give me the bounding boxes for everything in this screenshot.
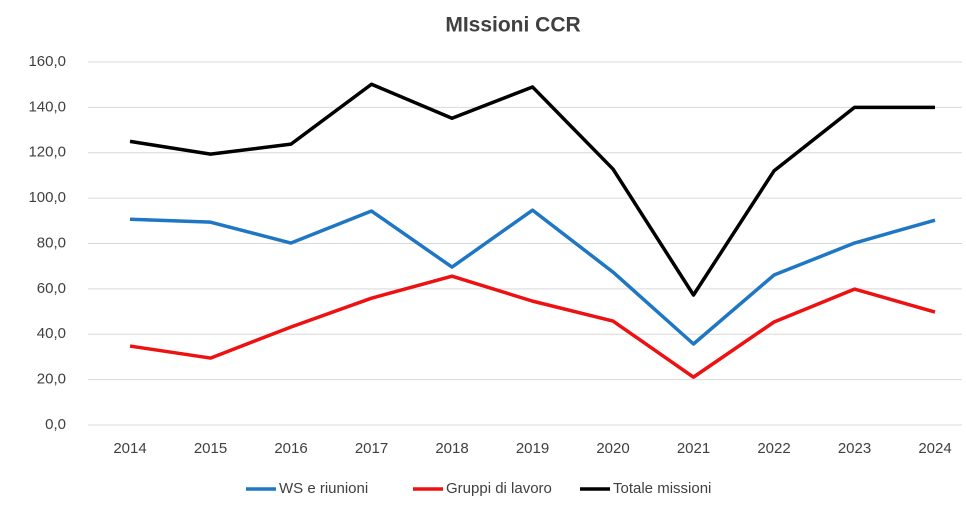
legend-label: WS e riunioni: [279, 480, 368, 497]
x-tick-label: 2022: [757, 440, 790, 457]
x-tick-label: 2018: [435, 440, 468, 457]
x-tick-label: 2019: [516, 440, 549, 457]
data-line: [129, 274, 936, 379]
x-tick-label: 2023: [838, 440, 871, 457]
y-tick-label: 60,0: [37, 280, 66, 297]
y-tick-label: 140,0: [28, 98, 66, 115]
y-tick-label: 160,0: [28, 53, 66, 70]
x-tick-label: 2024: [918, 440, 951, 457]
x-tick-label: 2020: [596, 440, 629, 457]
x-tick-label: 2021: [677, 440, 710, 457]
x-tick-label: 2016: [274, 440, 307, 457]
data-line: [129, 82, 935, 297]
x-tick-label: 2017: [355, 440, 388, 457]
y-tick-label: 40,0: [37, 325, 66, 342]
y-tick-label: 80,0: [37, 234, 66, 251]
x-tick-label: 2014: [113, 440, 146, 457]
legend-label: Totale missioni: [613, 480, 711, 497]
y-tick-label: 0,0: [45, 416, 66, 433]
y-tick-label: 100,0: [28, 189, 66, 206]
legend-label: Gruppi di lavoro: [446, 480, 552, 497]
y-tick-label: 20,0: [37, 371, 66, 388]
chart-title: MIssioni CCR: [445, 14, 580, 37]
x-tick-label: 2015: [194, 440, 227, 457]
y-tick-label: 120,0: [28, 144, 66, 161]
data-line: [129, 208, 936, 346]
